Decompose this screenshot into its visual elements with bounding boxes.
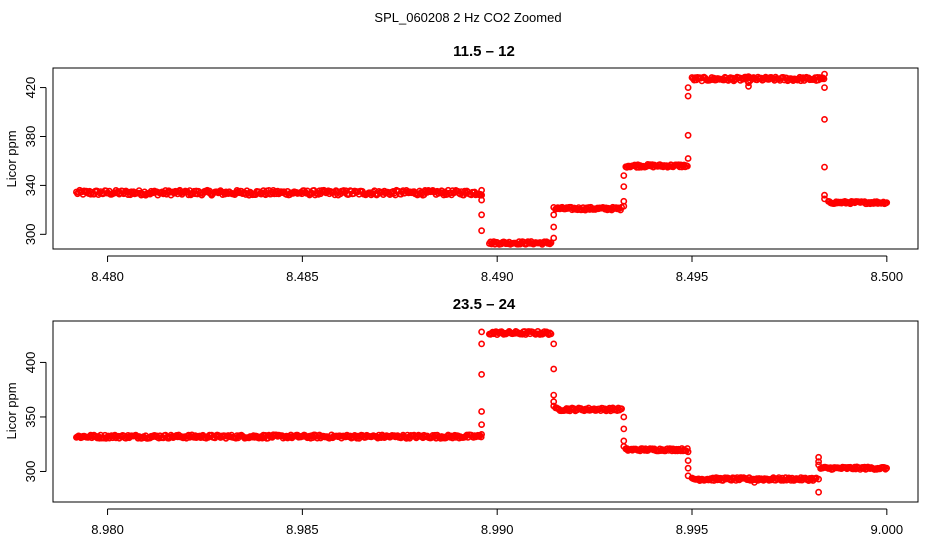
x-tick-label: 8.985 xyxy=(286,522,319,537)
data-point xyxy=(550,391,558,399)
x-tick-label: 8.990 xyxy=(481,522,514,537)
panel-1-plot-frame xyxy=(52,67,919,250)
data-point xyxy=(821,195,828,203)
x-tick-label: 8.500 xyxy=(871,269,904,284)
data-point xyxy=(478,370,485,378)
data-point xyxy=(745,73,752,80)
data-point xyxy=(684,448,692,456)
panel-2: 23.5 – 24 8.980 8.985 8.990 8.995 9.000 3003… xyxy=(4,296,919,537)
y-tick-label: 350 xyxy=(23,406,38,428)
data-point xyxy=(684,162,691,170)
data-point xyxy=(684,92,692,100)
data-point xyxy=(547,239,555,247)
panel-2-points xyxy=(73,327,890,496)
data-point xyxy=(751,478,758,486)
y-tick-label: 340 xyxy=(23,175,38,197)
panel-2-y-axis: 300 350 400 xyxy=(23,352,47,483)
x-tick-label: 8.495 xyxy=(676,269,709,284)
x-tick-label: 8.995 xyxy=(676,522,709,537)
data-point xyxy=(620,425,628,433)
data-point xyxy=(546,240,554,248)
data-point xyxy=(815,475,822,483)
data-point xyxy=(620,442,628,450)
data-point xyxy=(684,131,692,139)
data-point xyxy=(684,155,692,162)
data-point xyxy=(815,461,822,469)
data-point xyxy=(478,408,485,415)
data-point xyxy=(550,203,558,211)
data-point xyxy=(478,227,485,235)
data-point xyxy=(821,70,828,78)
data-point xyxy=(684,457,692,464)
data-point xyxy=(478,340,485,348)
x-tick-label: 8.485 xyxy=(286,269,319,284)
data-point xyxy=(478,196,485,204)
data-point xyxy=(883,199,891,206)
x-tick-label: 8.490 xyxy=(481,269,514,284)
panel-1-y-label: Licor ppm xyxy=(4,130,19,187)
data-point xyxy=(620,197,628,205)
data-point xyxy=(478,430,485,438)
figure-title: SPL_060208 2 Hz CO2 Zoomed xyxy=(374,10,561,25)
panel-1-title: 11.5 – 12 xyxy=(453,43,515,60)
data-point xyxy=(883,464,890,472)
data-point xyxy=(478,421,485,428)
data-point xyxy=(550,402,558,410)
panel-2-title: 23.5 – 24 xyxy=(453,296,516,313)
panel-1-points xyxy=(73,70,891,248)
data-point xyxy=(821,163,828,171)
data-point xyxy=(550,340,558,348)
data-point xyxy=(620,172,628,179)
data-point xyxy=(550,398,558,406)
y-tick-label: 300 xyxy=(23,461,38,483)
data-point xyxy=(618,405,625,413)
panel-1: 11.5 – 12 8.480 8.485 8.490 8.495 8.500 3003… xyxy=(4,43,919,284)
data-point xyxy=(547,330,555,338)
data-point xyxy=(477,433,485,441)
y-tick-label: 380 xyxy=(23,126,38,148)
data-point xyxy=(684,445,691,452)
data-point xyxy=(745,82,752,90)
data-point xyxy=(745,79,752,87)
x-tick-label: 8.480 xyxy=(91,269,124,284)
data-point xyxy=(821,116,828,123)
data-point xyxy=(550,223,558,231)
panel-1-y-axis: 300 340 380 420 xyxy=(23,77,47,245)
y-tick-label: 400 xyxy=(23,352,38,374)
x-tick-label: 8.980 xyxy=(91,522,124,537)
panel-2-plot-frame xyxy=(52,320,919,503)
data-point xyxy=(684,472,692,480)
data-point xyxy=(684,84,692,91)
data-point xyxy=(478,328,485,336)
data-point xyxy=(821,191,828,199)
y-tick-label: 420 xyxy=(23,77,38,99)
data-point xyxy=(550,365,558,373)
panel-2-y-label: Licor ppm xyxy=(4,382,19,439)
data-point xyxy=(815,488,822,496)
x-tick-label: 9.000 xyxy=(871,522,904,537)
data-point xyxy=(550,211,558,219)
data-point xyxy=(620,413,628,421)
panel-1-x-axis: 8.480 8.485 8.490 8.495 8.500 xyxy=(91,255,904,284)
data-point xyxy=(620,437,628,445)
y-tick-label: 300 xyxy=(23,223,38,245)
data-point xyxy=(550,234,558,242)
data-point xyxy=(620,183,628,190)
data-point xyxy=(821,84,828,91)
data-point xyxy=(684,464,692,472)
data-point xyxy=(478,211,485,219)
data-point xyxy=(815,453,822,461)
panel-2-x-axis: 8.980 8.985 8.990 8.995 9.000 xyxy=(91,508,904,537)
